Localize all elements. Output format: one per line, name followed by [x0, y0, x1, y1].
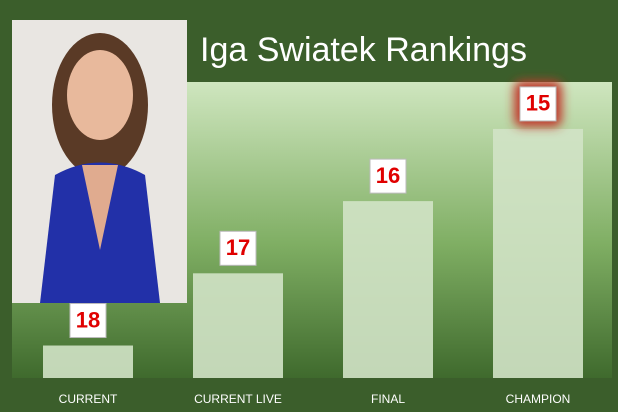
x-tick-label: CHAMPION — [506, 392, 571, 406]
chart-title: Iga Swiatek Rankings — [200, 31, 527, 69]
value-label: 18 — [76, 307, 100, 332]
x-tick-label: CURRENT — [59, 392, 118, 406]
bar — [343, 201, 433, 378]
bar — [493, 128, 583, 378]
value-label-box — [519, 86, 557, 122]
value-label-box — [369, 158, 407, 194]
bar — [193, 273, 283, 378]
value-label-box — [219, 230, 257, 266]
x-tick-label: FINAL — [371, 392, 405, 406]
photo — [12, 20, 187, 303]
value-label: 16 — [376, 163, 400, 188]
x-tick-label: CURRENT LIVE — [194, 392, 282, 406]
value-label: 17 — [226, 235, 250, 260]
value-label-box — [69, 303, 107, 339]
bar — [43, 345, 133, 378]
value-label: 15 — [526, 91, 550, 116]
